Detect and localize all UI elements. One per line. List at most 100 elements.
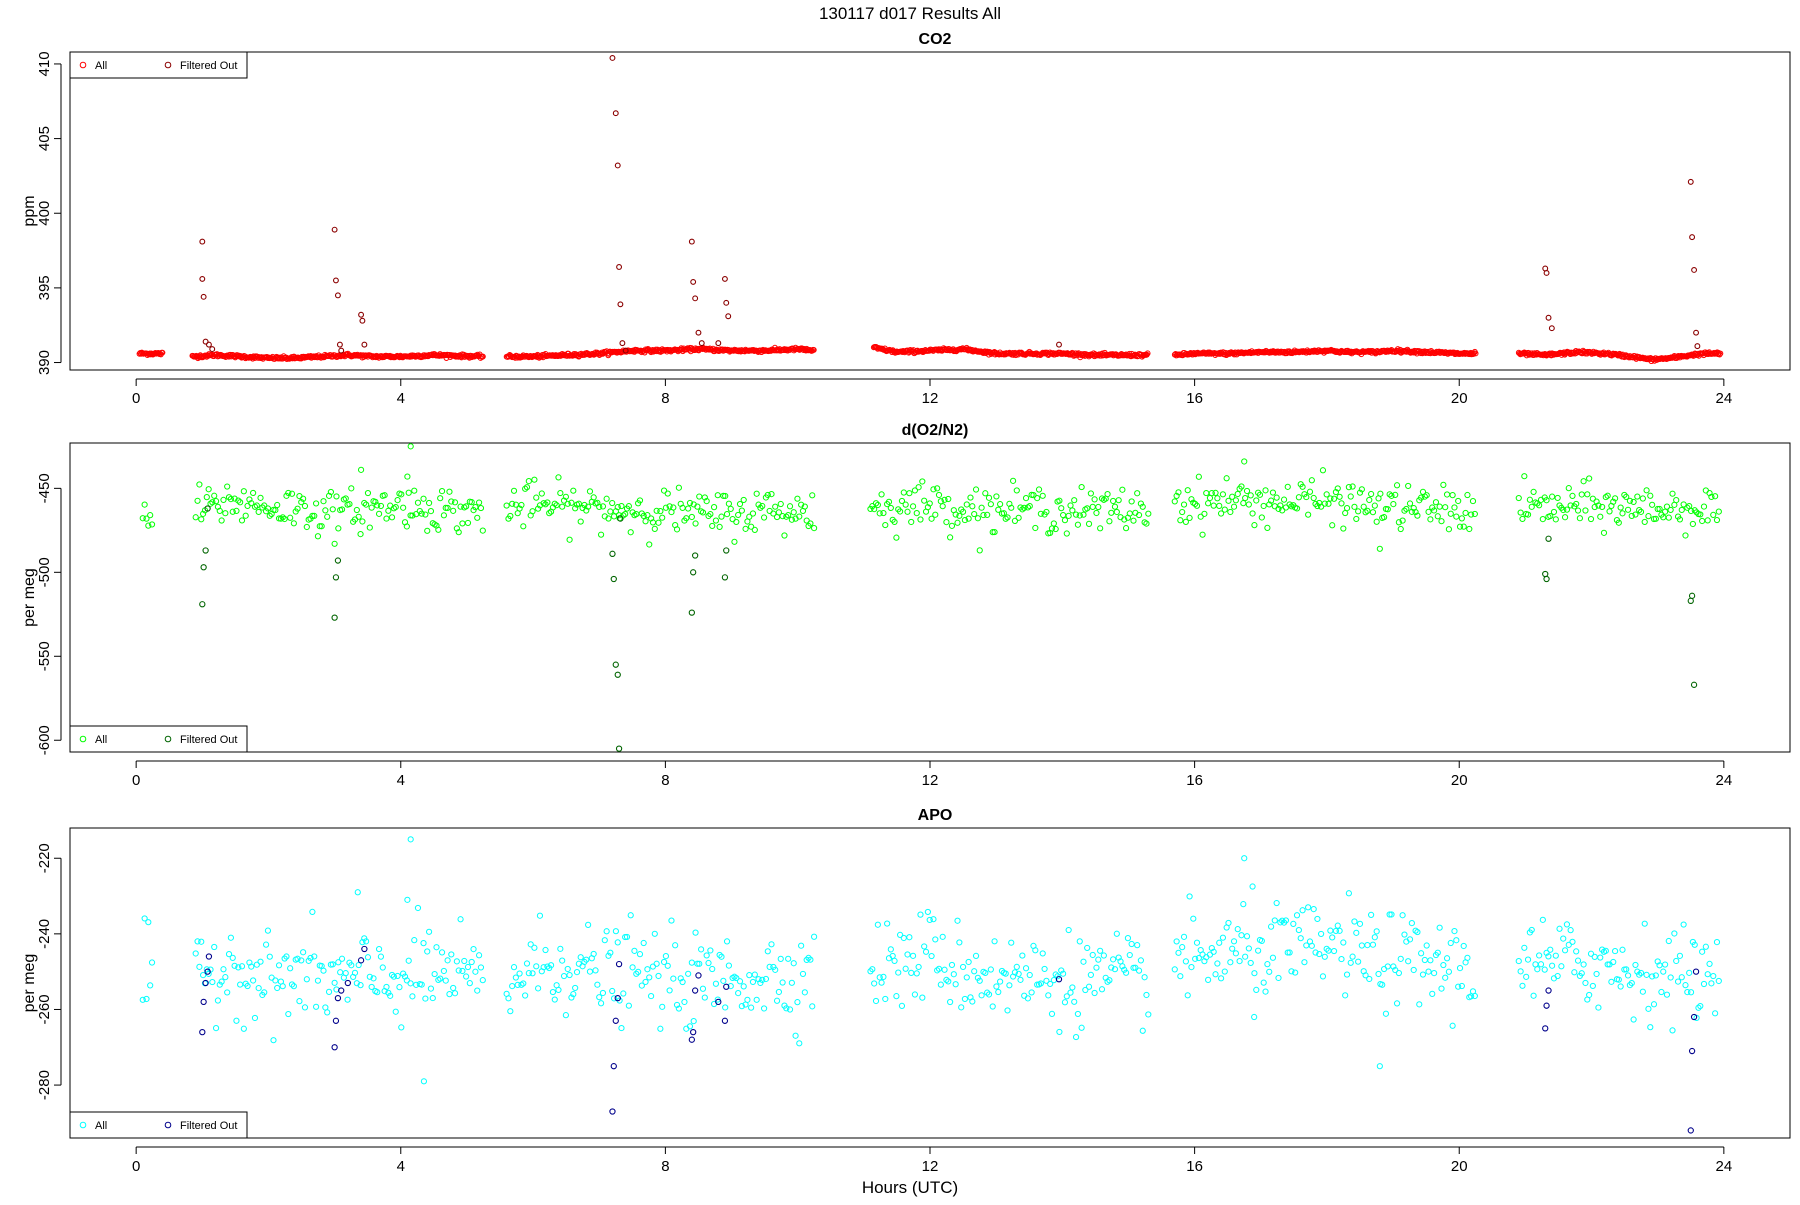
data-point: [1466, 525, 1473, 533]
data-point: [1418, 494, 1425, 501]
data-point: [932, 936, 939, 943]
filtered-point: [614, 994, 621, 1002]
data-point: [1645, 513, 1652, 520]
x-tick-label: 12: [922, 772, 939, 789]
data-point: [1210, 948, 1217, 955]
legend-marker-filtered: [164, 1121, 172, 1129]
y-tick-label: -500: [36, 557, 53, 587]
data-point: [1676, 516, 1684, 523]
plot-frame: [69, 51, 1791, 371]
data-point: [1106, 977, 1113, 984]
data-point: [257, 958, 264, 965]
data-point: [1393, 347, 1400, 354]
data-point: [1530, 992, 1537, 999]
data-point: [1336, 927, 1343, 934]
data-point: [921, 943, 928, 950]
data-point: [1578, 970, 1585, 977]
data-point: [915, 963, 922, 971]
data-point: [911, 991, 919, 998]
data-point: [1376, 1063, 1383, 1070]
data-point: [1606, 508, 1613, 515]
filtered-point: [610, 575, 617, 583]
data-point: [768, 490, 775, 498]
data-point: [768, 941, 775, 948]
data-point: [527, 941, 534, 948]
data-point: [518, 501, 525, 509]
data-point: [1058, 505, 1065, 512]
data-point: [672, 942, 679, 949]
data-point: [444, 504, 451, 512]
data-point: [748, 1004, 755, 1011]
data-point: [1238, 932, 1245, 939]
filtered-point: [715, 340, 722, 347]
data-point: [934, 485, 941, 492]
filtered-point: [204, 968, 211, 975]
data-point: [1085, 520, 1093, 527]
data-point: [788, 979, 795, 986]
data-point: [1021, 992, 1028, 999]
data-point: [921, 497, 928, 504]
data-point: [1078, 1024, 1085, 1031]
data-point: [342, 970, 349, 977]
filtered-point: [1690, 1013, 1698, 1021]
data-point: [701, 994, 708, 1001]
data-point: [876, 974, 883, 981]
data-point: [924, 908, 931, 916]
data-point: [1292, 969, 1299, 976]
data-point: [1141, 974, 1148, 981]
data-point: [799, 970, 807, 978]
data-point: [335, 959, 342, 966]
data-point: [984, 989, 991, 996]
data-point: [1247, 959, 1254, 967]
data-point: [952, 981, 959, 988]
data-point: [1423, 942, 1430, 949]
filtered-point: [199, 601, 206, 608]
data-point: [370, 975, 377, 982]
data-point: [1410, 966, 1417, 974]
data-point: [1137, 957, 1144, 964]
filtered-point: [344, 979, 351, 987]
data-point: [1240, 500, 1247, 507]
data-point: [1323, 491, 1330, 498]
data-point: [1030, 492, 1037, 499]
data-point: [437, 975, 444, 982]
data-point: [298, 957, 305, 964]
data-point: [1382, 1010, 1390, 1017]
data-point: [1205, 976, 1212, 983]
legend-label-filtered: Filtered Out: [180, 1120, 237, 1132]
data-point: [253, 502, 260, 509]
data-point: [686, 1023, 694, 1030]
data-point: [1039, 492, 1046, 499]
filtered-point: [1545, 535, 1552, 542]
series-filtered-out: [199, 505, 1698, 752]
data-point: [244, 502, 251, 509]
data-point: [586, 488, 594, 495]
data-point: [1615, 976, 1622, 983]
data-point: [746, 513, 753, 520]
data-point: [337, 969, 344, 976]
data-point: [203, 494, 210, 501]
data-point: [1536, 502, 1543, 509]
filtered-point: [202, 547, 209, 554]
data-point: [1063, 993, 1070, 1000]
data-point: [872, 997, 880, 1005]
y-tick-label: -240: [36, 919, 53, 949]
data-point: [1026, 502, 1033, 510]
data-point: [810, 347, 817, 353]
filtered-point: [617, 301, 624, 308]
data-point: [1580, 478, 1587, 485]
data-point: [1366, 496, 1373, 504]
data-point: [922, 948, 930, 955]
data-point: [633, 970, 640, 977]
data-point: [714, 492, 721, 499]
filtered-point: [615, 745, 623, 752]
data-point: [961, 995, 969, 1003]
data-point: [1471, 510, 1478, 518]
data-point: [424, 948, 431, 955]
data-point: [1262, 988, 1269, 995]
data-point: [1586, 991, 1593, 999]
data-point: [642, 518, 649, 525]
data-point: [1521, 944, 1528, 951]
data-point: [917, 911, 924, 918]
data-point: [385, 507, 392, 514]
